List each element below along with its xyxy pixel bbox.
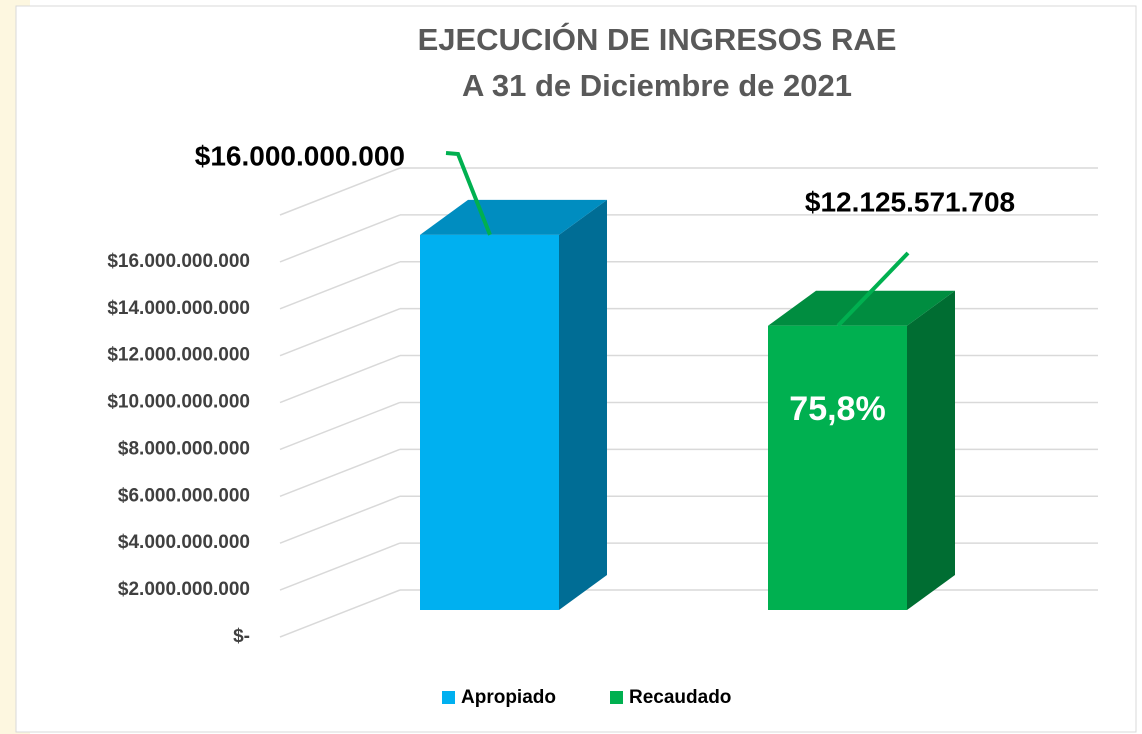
grid-diagonal [279,448,401,498]
y-tick-label: $14.000.000.000 [107,298,250,319]
bar-top [768,290,955,326]
y-tick-label: $2.000.000.000 [118,579,250,600]
y-tick-label: $- [233,626,250,647]
y-tick-label: $4.000.000.000 [118,532,250,553]
grid-diagonal [279,167,401,216]
chart-subtitle: A 31 de Diciembre de 2021 [462,68,852,103]
grid-diagonal [279,401,401,451]
legend-swatch [442,691,455,704]
legend-swatch [610,691,623,704]
value-label: $16.000.000.000 [195,140,405,171]
annotation: 75,8% [789,390,885,428]
grid-diagonal [279,261,401,310]
bar [420,234,559,610]
bar-side [907,290,955,610]
legend-label: Apropiado [461,687,556,708]
bar [768,325,907,610]
grid-diagonal [279,542,401,591]
leader-line [836,251,910,328]
grid-diagonal [279,354,401,404]
y-tick-label: $6.000.000.000 [118,485,250,506]
leader-line [445,151,492,236]
y-tick-label: $16.000.000.000 [107,251,250,272]
grid-diagonal [279,589,401,638]
legend-label: Recaudado [629,687,731,708]
y-tick-label: $10.000.000.000 [107,392,250,413]
grid-diagonal [279,495,401,544]
y-tick-label: $12.000.000.000 [107,345,250,366]
bar-top [420,199,607,235]
bar-side [559,199,607,610]
y-tick-label: $8.000.000.000 [118,438,250,459]
value-label: $12.125.571.708 [805,186,1015,217]
grid-diagonal [279,214,401,263]
grid-diagonal [279,307,401,357]
chart-title: EJECUCIÓN DE INGRESOS RAE [418,21,897,57]
